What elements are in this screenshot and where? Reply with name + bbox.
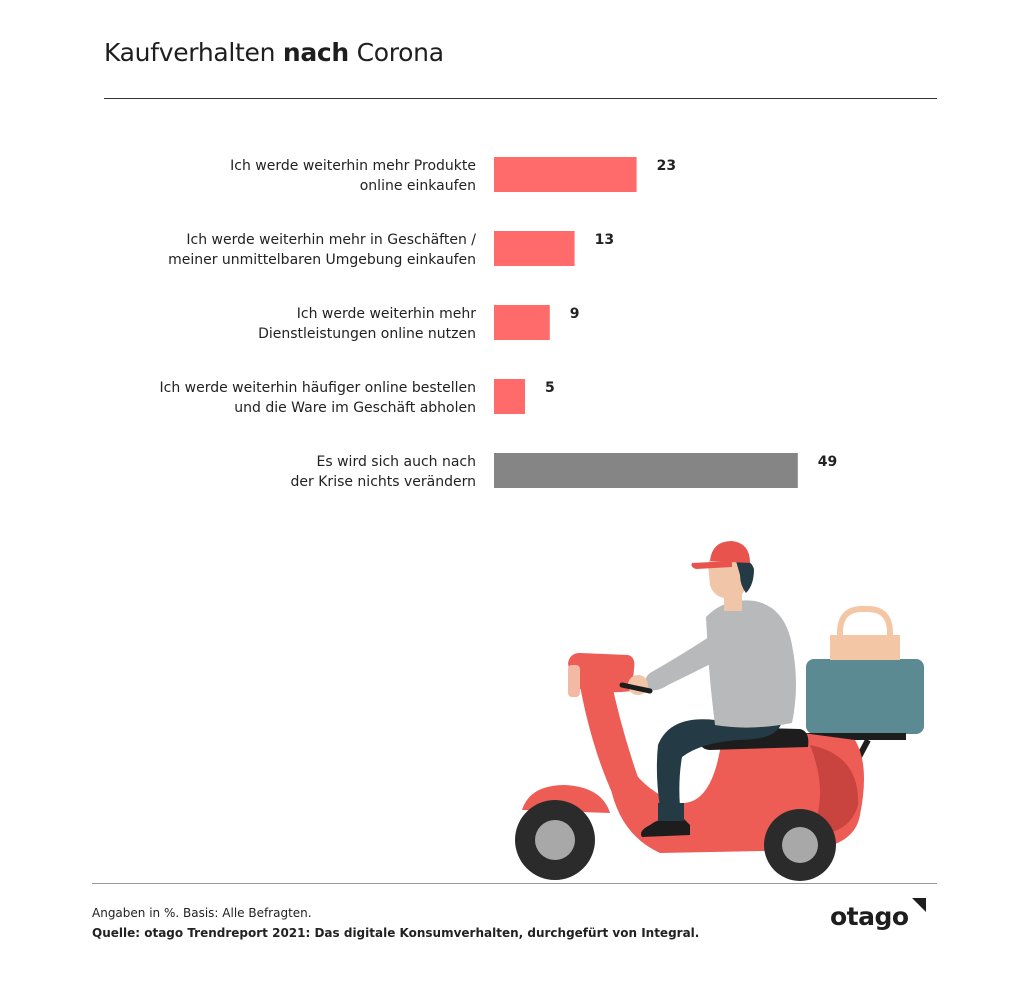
source-note: Quelle: otago Trendreport 2021: Das digi… xyxy=(92,926,700,940)
bar-2 xyxy=(494,231,575,266)
footer-divider xyxy=(92,883,937,884)
handlebar-housing xyxy=(568,653,635,693)
page-title: Kaufverhalten nach Corona xyxy=(104,38,444,67)
category-label-1-line-1: Ich werde weiterhin mehr Produkte xyxy=(230,158,476,174)
shopping-bag-handle xyxy=(837,606,893,659)
category-label-4-line-1: Ich werde weiterhin häufiger online best… xyxy=(160,380,477,396)
delivery-scooter-rider-icon xyxy=(515,541,924,881)
leg-shield xyxy=(578,675,645,801)
bar-value-label-3: 9 xyxy=(570,306,580,322)
title-part-1: Kaufverhalten xyxy=(104,38,283,67)
category-label-5-line-1: Es wird sich auch nach xyxy=(317,454,476,470)
otago-logo: otago xyxy=(826,898,926,938)
rider-cap xyxy=(710,541,750,563)
category-label-2-line-2: meiner unmittelbaren Umgebung einkaufen xyxy=(168,252,476,268)
category-label-3-line-2: Dienstleistungen online nutzen xyxy=(258,326,476,342)
category-label-3-line-1: Ich werde weiterhin mehr xyxy=(297,306,476,322)
logo-corner-mark-icon xyxy=(912,898,926,912)
category-label-4-line-2: und die Ware im Geschäft abholen xyxy=(234,400,476,416)
rider-hair xyxy=(736,560,754,593)
title-bold-word: nach xyxy=(282,38,349,67)
logo-text: otago xyxy=(830,902,909,931)
rider-shirt xyxy=(706,600,796,728)
bar-value-label-1: 23 xyxy=(657,158,676,174)
rider-shoe xyxy=(641,817,690,837)
luggage-rack xyxy=(796,733,906,740)
bar-value-label-4: 5 xyxy=(545,380,555,396)
bar-3 xyxy=(494,305,550,340)
bar-1 xyxy=(494,157,637,192)
title-divider xyxy=(104,98,937,99)
bar-5 xyxy=(494,453,798,488)
category-label-1-line-2: online einkaufen xyxy=(360,178,476,194)
bar-chart: 23 Ich werde weiterhin mehr Produkte onlin… xyxy=(160,157,837,490)
delivery-box xyxy=(806,659,924,734)
bar-4 xyxy=(494,379,525,414)
rider-pants xyxy=(656,719,782,807)
rider-arm xyxy=(645,633,732,691)
shopping-bag xyxy=(830,635,900,660)
category-label-2-line-1: Ich werde weiterhin mehr in Geschäften / xyxy=(186,232,476,248)
category-label-5-line-2: der Krise nichts verändern xyxy=(291,474,476,490)
footnote: Angaben in %. Basis: Alle Befragten. xyxy=(92,906,312,920)
title-part-2: Corona xyxy=(348,38,444,67)
bar-value-label-2: 13 xyxy=(595,232,614,248)
bar-value-label-5: 49 xyxy=(818,454,837,470)
